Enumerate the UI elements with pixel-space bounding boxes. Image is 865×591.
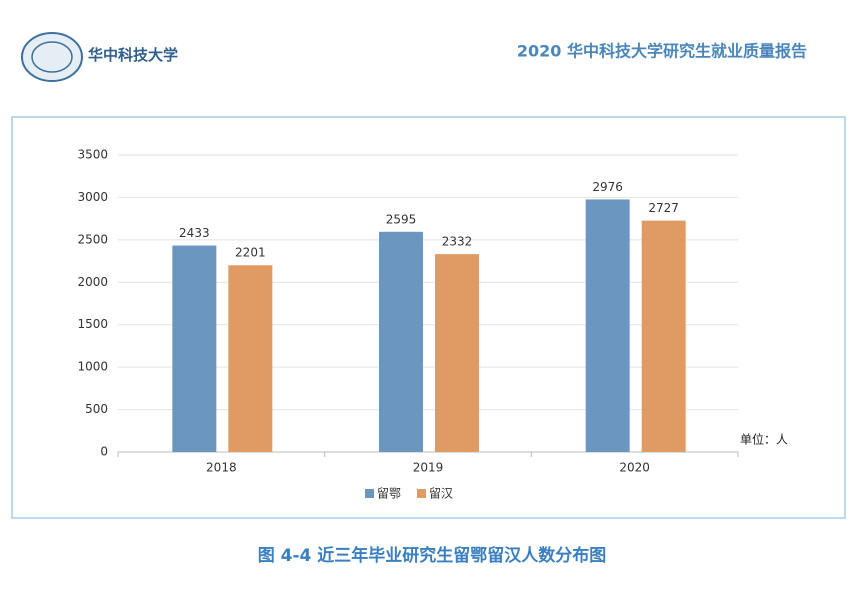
- y-tick-label: 1000: [77, 360, 108, 374]
- logo: 华中科技大学: [21, 32, 178, 82]
- data-label: 2332: [442, 235, 473, 249]
- logo-emblem: [21, 32, 83, 82]
- bar: [172, 245, 217, 452]
- logo-ring: [31, 41, 73, 73]
- bar: [585, 199, 630, 452]
- chart-frame: [11, 116, 846, 519]
- data-label: 2976: [592, 180, 623, 194]
- data-label: 2201: [235, 246, 266, 260]
- x-tick-label: 2019: [413, 461, 444, 475]
- legend-swatch: [417, 489, 426, 498]
- legend-swatch: [365, 489, 374, 498]
- logo-text: 华中科技大学: [88, 46, 178, 64]
- x-tick-label: 2018: [206, 461, 237, 475]
- y-tick-label: 2500: [77, 232, 108, 246]
- y-tick-label: 3000: [77, 190, 108, 204]
- y-tick-label: 500: [85, 402, 108, 416]
- y-tick-label: 1500: [77, 317, 108, 331]
- y-tick-label: 0: [100, 445, 108, 459]
- data-label: 2595: [386, 212, 417, 226]
- y-tick-label: 2000: [77, 275, 108, 289]
- chart-title: 图 4-4 近三年毕业研究生留鄂留汉人数分布图: [258, 545, 607, 566]
- legend-label: 留鄂: [377, 487, 401, 501]
- bar: [379, 231, 423, 452]
- data-label: 2433: [179, 226, 210, 240]
- bar: [435, 254, 479, 452]
- bar: [228, 265, 273, 452]
- legend-label: 留汉: [429, 487, 453, 501]
- x-tick-label: 2020: [619, 461, 650, 475]
- unit-label: 单位：人: [740, 432, 788, 447]
- y-tick-label: 3500: [77, 148, 108, 162]
- header-title: 2020 华中科技大学研究生就业质量报告: [517, 42, 807, 61]
- bar: [641, 220, 686, 452]
- data-label: 2727: [648, 201, 679, 215]
